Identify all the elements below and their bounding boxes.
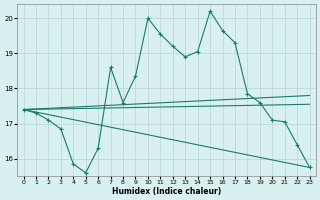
X-axis label: Humidex (Indice chaleur): Humidex (Indice chaleur): [112, 187, 221, 196]
